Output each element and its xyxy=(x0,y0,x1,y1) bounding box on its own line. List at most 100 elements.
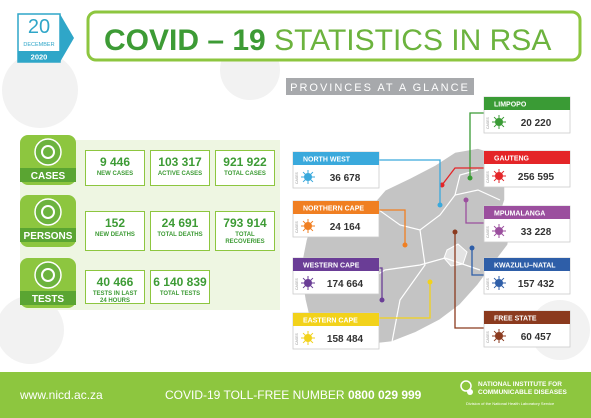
map-dot xyxy=(427,279,433,285)
province-header xyxy=(293,152,379,165)
stat-label: TESTS IN LAST 24 HOURS xyxy=(92,291,138,304)
stat-box: 793 914 TOTAL RECOVERIES xyxy=(215,211,275,251)
stat-label: NEW CASES xyxy=(96,171,134,177)
map-link xyxy=(441,167,484,186)
province-unit: CASES xyxy=(486,225,490,238)
province-unit: CASES xyxy=(295,277,299,290)
title: COVID – 19 STATISTICS IN RSA xyxy=(104,24,551,57)
virus-body xyxy=(495,227,503,235)
virus-icon xyxy=(492,169,506,183)
map-dot xyxy=(467,175,473,181)
map-borders xyxy=(371,189,501,231)
stat-value: 103 317 xyxy=(158,155,202,169)
date-day: 20 xyxy=(28,16,50,38)
province-name: EASTERN CAPE xyxy=(303,318,358,325)
province-value: 20 220 xyxy=(521,118,552,129)
province-unit: CASES xyxy=(486,116,490,129)
date-year: 2020 xyxy=(31,53,48,62)
province-value: 158 484 xyxy=(327,334,364,345)
stat-value: 40 466 xyxy=(96,275,134,289)
province-header xyxy=(293,258,379,271)
virus-icon xyxy=(492,224,506,238)
province-value: 157 432 xyxy=(518,279,555,290)
stat-label: ACTIVE CASES xyxy=(157,171,203,177)
virus-body xyxy=(304,173,312,181)
title-rest: STATISTICS IN RSA xyxy=(274,24,551,57)
province-unit: CASES xyxy=(295,220,299,233)
nicd-logo: NATIONAL INSTITUTE FOR COMMUNICABLE DISE… xyxy=(460,380,568,406)
stat-box: 24 691 TOTAL DEATHS xyxy=(150,211,210,251)
logo-mark xyxy=(460,380,472,392)
virus-icon xyxy=(492,276,506,290)
stat-box: 9 446 NEW CASES xyxy=(85,150,145,186)
map-dot xyxy=(469,245,475,251)
category-icon-bg xyxy=(34,198,62,226)
footer-hotline: COVID-19 TOLL-FREE NUMBER 0800 029 999 xyxy=(165,388,422,402)
logo-mark xyxy=(467,389,473,395)
category-label: CASES xyxy=(31,171,66,182)
province-name: NORTHERN CAPE xyxy=(303,206,364,213)
province-unit: CASES xyxy=(295,171,299,184)
provinces-header xyxy=(286,78,474,95)
province-value: 256 595 xyxy=(518,172,555,183)
stat-label: TOTAL TESTS xyxy=(159,291,201,297)
map-link xyxy=(454,232,484,329)
map-dot xyxy=(463,197,469,203)
category-label-band xyxy=(20,168,76,182)
hotline-number: 0800 029 999 xyxy=(348,388,422,402)
virus-body xyxy=(304,222,312,230)
stat-box: 6 140 839 TOTAL TESTS xyxy=(150,270,210,304)
map-dot xyxy=(379,297,385,303)
title-banner xyxy=(86,10,582,62)
stat-value: 921 922 xyxy=(223,155,267,169)
provinces-heading: PROVINCES AT A GLANCE xyxy=(290,82,470,94)
category-icon xyxy=(41,268,55,282)
province-header xyxy=(293,201,379,214)
org-line2: COMMUNICABLE DISEASES xyxy=(478,389,568,396)
map-borders xyxy=(391,229,426,343)
map-dot xyxy=(437,202,443,208)
province-unit: CASES xyxy=(486,330,490,343)
category-icon xyxy=(41,145,55,159)
category-icon-bg xyxy=(34,138,62,166)
map-link xyxy=(378,209,406,245)
stat-label: TOTAL DEATHS xyxy=(157,232,203,238)
province-header xyxy=(293,313,379,326)
stat-value: 9 446 xyxy=(99,155,131,169)
virus-icon xyxy=(301,331,315,345)
stat-value: 6 140 839 xyxy=(153,275,207,289)
virus-icon xyxy=(301,170,315,184)
province-value: 174 664 xyxy=(327,279,364,290)
title-bold: COVID – 19 xyxy=(104,24,266,57)
stat-box: 921 922 TOTAL CASES xyxy=(215,150,275,186)
province-unit: CASES xyxy=(486,170,490,183)
date-month: DECEMBER xyxy=(23,42,54,48)
map-borders xyxy=(454,169,479,196)
org-line1: NATIONAL INSTITUTE FOR xyxy=(478,381,562,388)
hotline-label: COVID-19 TOLL-FREE NUMBER xyxy=(165,388,345,402)
map-link xyxy=(378,282,431,319)
virus-icon xyxy=(492,329,506,343)
virus-body xyxy=(304,334,312,342)
virus-body xyxy=(495,118,503,126)
province-unit: CASES xyxy=(486,277,490,290)
category-label-band xyxy=(20,291,76,305)
virus-body xyxy=(495,332,503,340)
stat-box: 40 466 TESTS IN LAST 24 HOURS xyxy=(85,270,145,304)
category-icon xyxy=(41,205,55,219)
province-name: MPUMALANGA xyxy=(494,211,545,218)
org-sub: Division of the National Health Laborato… xyxy=(466,401,555,406)
virus-body xyxy=(495,279,503,287)
stat-box: 103 317 ACTIVE CASES xyxy=(150,150,210,186)
province-header xyxy=(484,151,570,164)
province-header xyxy=(484,97,570,110)
map-link xyxy=(471,248,484,276)
category-label-band xyxy=(20,228,76,242)
province-name: NORTH WEST xyxy=(303,157,351,164)
date-arrow xyxy=(60,14,74,62)
category-label: PERSONS xyxy=(24,231,73,242)
stat-value: 793 914 xyxy=(223,216,267,230)
map-link xyxy=(378,159,441,205)
map-dot xyxy=(452,229,458,235)
